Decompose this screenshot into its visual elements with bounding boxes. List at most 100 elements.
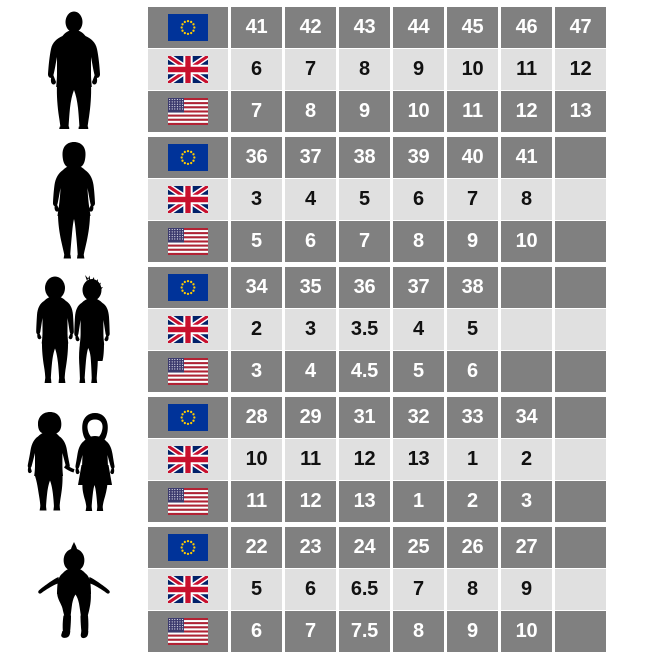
size-cell: 26 [447,527,498,568]
size-group-young-kids: 28 29 31 32 33 34 10 11 12 13 1 2 11 12 13 1 2 3 [0,397,650,522]
size-cell: 28 [231,397,282,438]
size-cell: 9 [339,91,390,132]
size-cell: 36 [339,267,390,308]
size-cell: 6 [285,221,336,262]
uk-flag-icon [148,309,228,350]
eu-flag-icon [148,137,228,178]
uk-flag-icon [148,49,228,90]
older-kids-silhouette-icon [0,267,148,392]
size-cell [555,439,606,480]
uk-flag-icon [148,569,228,610]
size-cell: 7.5 [339,611,390,652]
size-cell: 8 [501,179,552,220]
size-cell: 31 [339,397,390,438]
size-group-older-kids: 34 35 36 37 38 2 3 3.5 4 5 3 4 4.5 5 6 [0,267,650,392]
size-cell: 8 [393,611,444,652]
size-cell: 12 [555,49,606,90]
size-rows-men: 41 42 43 44 45 46 47 6 7 8 9 10 11 12 7 8 9 10 11 12 13 [148,7,650,132]
size-rows-young-kids: 28 29 31 32 33 34 10 11 12 13 1 2 11 12 13 1 2 3 [148,397,650,522]
size-cell: 38 [447,267,498,308]
size-cell [555,137,606,178]
size-cell: 37 [393,267,444,308]
size-cell: 7 [339,221,390,262]
eu-flag-icon [148,527,228,568]
size-cell [555,481,606,522]
size-cell [555,569,606,610]
size-row-men-us: 7 8 9 10 11 12 13 [148,91,650,132]
size-cell: 8 [447,569,498,610]
size-group-toddler: 22 23 24 25 26 27 5 6 6.5 7 8 9 6 7 7.5 8 9 10 [0,527,650,652]
size-cell [501,309,552,350]
size-cell: 6 [285,569,336,610]
size-cell: 32 [393,397,444,438]
size-row-women-eu: 36 37 38 39 40 41 [148,137,650,178]
size-cell: 11 [447,91,498,132]
size-cell: 5 [447,309,498,350]
size-cell [555,179,606,220]
size-cell: 3 [231,351,282,392]
size-rows-women: 36 37 38 39 40 41 3 4 5 6 7 8 5 6 7 8 9 10 [148,137,650,262]
size-cell: 3.5 [339,309,390,350]
size-rows-toddler: 22 23 24 25 26 27 5 6 6.5 7 8 9 6 7 7.5 8 9 10 [148,527,650,652]
size-cell: 7 [231,91,282,132]
size-cell: 3 [285,309,336,350]
size-cell: 13 [555,91,606,132]
size-row-women-us: 5 6 7 8 9 10 [148,221,650,262]
size-row-men-uk: 6 7 8 9 10 11 12 [148,49,650,90]
size-cell: 42 [285,7,336,48]
toddler-silhouette-icon [0,527,148,652]
size-cell: 12 [339,439,390,480]
size-cell: 1 [447,439,498,480]
size-cell: 37 [285,137,336,178]
size-row-older-kids-uk: 2 3 3.5 4 5 [148,309,650,350]
size-cell: 12 [285,481,336,522]
size-cell: 33 [447,397,498,438]
size-cell: 44 [393,7,444,48]
size-cell: 4.5 [339,351,390,392]
size-cell: 6 [393,179,444,220]
size-cell: 2 [231,309,282,350]
size-row-men-eu: 41 42 43 44 45 46 47 [148,7,650,48]
size-cell: 41 [231,7,282,48]
size-cell: 12 [501,91,552,132]
size-group-women: 36 37 38 39 40 41 3 4 5 6 7 8 5 6 7 8 9 10 [0,137,650,262]
man-silhouette-icon [0,7,148,132]
size-cell: 22 [231,527,282,568]
size-row-young-kids-uk: 10 11 12 13 1 2 [148,439,650,480]
size-row-older-kids-eu: 34 35 36 37 38 [148,267,650,308]
size-cell: 9 [501,569,552,610]
size-cell: 11 [231,481,282,522]
size-cell: 39 [393,137,444,178]
size-cell: 6.5 [339,569,390,610]
size-cell: 43 [339,7,390,48]
size-cell: 13 [339,481,390,522]
size-cell: 47 [555,7,606,48]
eu-flag-icon [148,267,228,308]
size-cell: 41 [501,137,552,178]
uk-flag-icon [148,439,228,480]
size-cell: 40 [447,137,498,178]
size-cell: 36 [231,137,282,178]
size-cell: 11 [501,49,552,90]
size-cell: 7 [285,49,336,90]
size-cell: 34 [231,267,282,308]
size-cell: 4 [285,351,336,392]
size-cell: 7 [285,611,336,652]
size-cell [555,611,606,652]
size-cell: 8 [285,91,336,132]
us-flag-icon [148,481,228,522]
size-cell: 29 [285,397,336,438]
woman-silhouette-icon [0,137,148,262]
size-cell: 35 [285,267,336,308]
size-cell: 3 [501,481,552,522]
size-cell: 10 [501,221,552,262]
size-cell [555,221,606,262]
size-cell: 8 [339,49,390,90]
size-cell: 9 [447,611,498,652]
size-cell: 7 [447,179,498,220]
size-cell: 2 [501,439,552,480]
size-cell: 7 [393,569,444,610]
size-cell [555,309,606,350]
